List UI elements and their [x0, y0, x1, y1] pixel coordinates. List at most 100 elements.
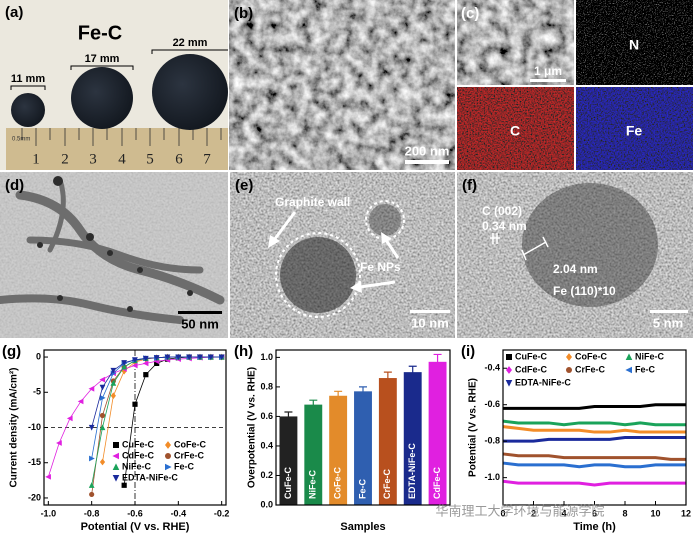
legend-symbol [112, 475, 120, 482]
ruler-number: 5 [146, 151, 154, 167]
legend-symbol [506, 366, 512, 374]
scale-bar [410, 310, 450, 313]
y-axis-label: Overpotential (V vs. RHE) [247, 367, 258, 488]
error-bar [334, 390, 343, 401]
x-tick-label: 0 [500, 508, 505, 518]
ruler-number: 3 [89, 151, 97, 167]
map-label: C [510, 123, 520, 139]
data-point [110, 392, 116, 400]
legend-label: CdFe-C [515, 364, 547, 374]
y-tick-label: -15 [28, 457, 41, 467]
scale-label: 50 nm [181, 316, 219, 331]
legend-label: CdFe-C [122, 450, 154, 460]
x-tick-label: -1.0 [41, 508, 57, 518]
data-point [88, 424, 95, 431]
map-n-dots [576, 0, 693, 85]
legend-symbol [165, 453, 171, 459]
panel-label: (h) [234, 343, 253, 360]
legend-symbol [625, 353, 633, 360]
data-point [99, 458, 106, 466]
map-fe [576, 87, 693, 170]
data-point [88, 385, 95, 392]
annotation: Fe NPs [360, 260, 401, 274]
ruler-number: 4 [118, 151, 126, 167]
data-point [164, 354, 171, 361]
size-label: 22 mm [173, 37, 208, 49]
x-tick-label: -0.4 [171, 508, 187, 518]
series-line [502, 452, 686, 461]
series-line [503, 403, 686, 410]
y-tick-label: -10 [28, 422, 41, 432]
legend-symbol [113, 442, 119, 448]
y-tick-label: -0.6 [484, 399, 500, 409]
sem-image [229, 0, 455, 170]
size-label: 11 mm [11, 73, 45, 85]
legend-label: EDTA-NiFe-C [515, 377, 571, 387]
data-point [99, 424, 106, 431]
panel-label: (i) [461, 343, 475, 360]
legend-label: CuFe-C [122, 439, 154, 449]
fe-particles [37, 176, 193, 312]
category-label: NiFe-C [308, 470, 318, 500]
nanotubes [0, 177, 225, 324]
bar [428, 361, 447, 505]
panel-label: (a) [5, 4, 23, 21]
y-axis-label: Potential (V vs. RHE) [468, 378, 479, 477]
ruler-ticks [21, 128, 222, 146]
data-point [142, 355, 149, 362]
data-point [99, 412, 106, 419]
scale-label: 1 μm [534, 64, 562, 78]
y-tick-label: -0.4 [484, 363, 500, 373]
legend-label: CrFe-C [174, 450, 205, 460]
legend-symbol [165, 441, 171, 449]
legend-label: CoFe-C [174, 439, 206, 449]
data-point [99, 384, 106, 391]
x-tick-label: -0.2 [214, 508, 230, 518]
legend-symbol [112, 452, 119, 460]
data-point [99, 395, 106, 401]
data-point [186, 354, 193, 361]
x-tick-label: -0.8 [84, 508, 100, 518]
y-tick-label: 1.0 [260, 352, 273, 362]
data-point [207, 354, 214, 361]
x-axis-label: Samples [340, 521, 385, 533]
y-tick-label: -0.8 [484, 436, 500, 446]
bar [329, 395, 348, 505]
legend-label: NiFe-C [122, 461, 152, 471]
particle [280, 237, 356, 313]
bar [403, 372, 422, 505]
legend-symbol [506, 354, 512, 360]
data-point [89, 491, 95, 498]
sem-panel: (b) 200 nm [229, 0, 455, 170]
panel-label: (c) [461, 5, 479, 22]
data-point [131, 362, 138, 369]
scale-label: 5 nm [653, 315, 683, 330]
y-tick-label: -1.0 [484, 472, 500, 482]
data-point [89, 455, 95, 462]
dashed-outline [365, 200, 405, 240]
y-tick-label: 0 [36, 351, 41, 361]
data-point [142, 360, 149, 367]
plot-frame [275, 349, 451, 506]
data-point [175, 354, 182, 361]
panel-label: (d) [5, 177, 24, 194]
category-label: CoFe-C [333, 467, 343, 499]
legend-symbol [505, 380, 513, 387]
annotation: C (002) [482, 204, 522, 218]
panel-label: (g) [2, 343, 21, 360]
bar [354, 391, 372, 505]
x-tick-label: 8 [622, 508, 627, 518]
ruler-number: 2 [61, 151, 69, 167]
x-tick-label: 6 [592, 508, 597, 518]
map-c [457, 87, 574, 170]
bar [304, 404, 323, 505]
hrtem-panel: (e) Graphite wall Fe NPs 10 nm [230, 172, 455, 338]
y-tick-label: 0.4 [260, 440, 273, 450]
scale-bar [178, 311, 222, 314]
particle [522, 183, 658, 307]
y-axis-label: Current density (mA/cm²) [9, 367, 20, 487]
scale-label: 10 nm [411, 315, 449, 330]
legend-symbol [165, 463, 172, 471]
